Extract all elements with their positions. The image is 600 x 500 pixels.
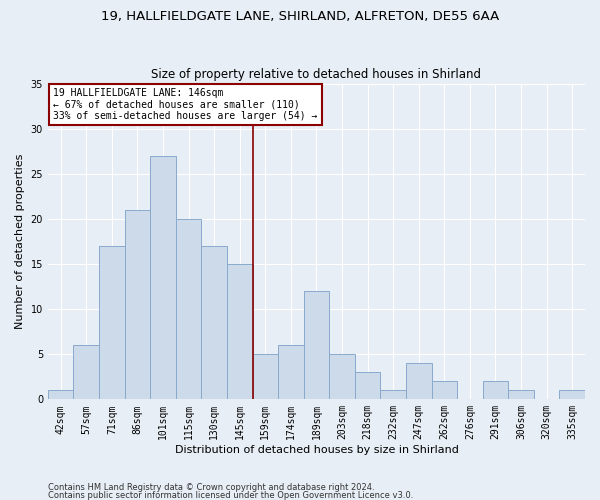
Text: 19, HALLFIELDGATE LANE, SHIRLAND, ALFRETON, DE55 6AA: 19, HALLFIELDGATE LANE, SHIRLAND, ALFRET… xyxy=(101,10,499,23)
Bar xyxy=(380,390,406,400)
Bar xyxy=(508,390,534,400)
Bar xyxy=(227,264,253,400)
Text: Contains HM Land Registry data © Crown copyright and database right 2024.: Contains HM Land Registry data © Crown c… xyxy=(48,484,374,492)
Bar xyxy=(355,372,380,400)
Bar xyxy=(202,246,227,400)
Bar xyxy=(304,291,329,400)
Bar xyxy=(278,345,304,400)
Y-axis label: Number of detached properties: Number of detached properties xyxy=(15,154,25,329)
X-axis label: Distribution of detached houses by size in Shirland: Distribution of detached houses by size … xyxy=(175,445,458,455)
Bar xyxy=(559,390,585,400)
Title: Size of property relative to detached houses in Shirland: Size of property relative to detached ho… xyxy=(151,68,481,81)
Bar xyxy=(48,390,73,400)
Bar xyxy=(329,354,355,400)
Bar xyxy=(253,354,278,400)
Bar xyxy=(125,210,150,400)
Bar xyxy=(176,219,202,400)
Bar xyxy=(99,246,125,400)
Bar xyxy=(482,382,508,400)
Bar xyxy=(406,363,431,400)
Bar xyxy=(150,156,176,400)
Bar xyxy=(73,345,99,400)
Text: Contains public sector information licensed under the Open Government Licence v3: Contains public sector information licen… xyxy=(48,490,413,500)
Bar xyxy=(431,382,457,400)
Text: 19 HALLFIELDGATE LANE: 146sqm
← 67% of detached houses are smaller (110)
33% of : 19 HALLFIELDGATE LANE: 146sqm ← 67% of d… xyxy=(53,88,317,122)
